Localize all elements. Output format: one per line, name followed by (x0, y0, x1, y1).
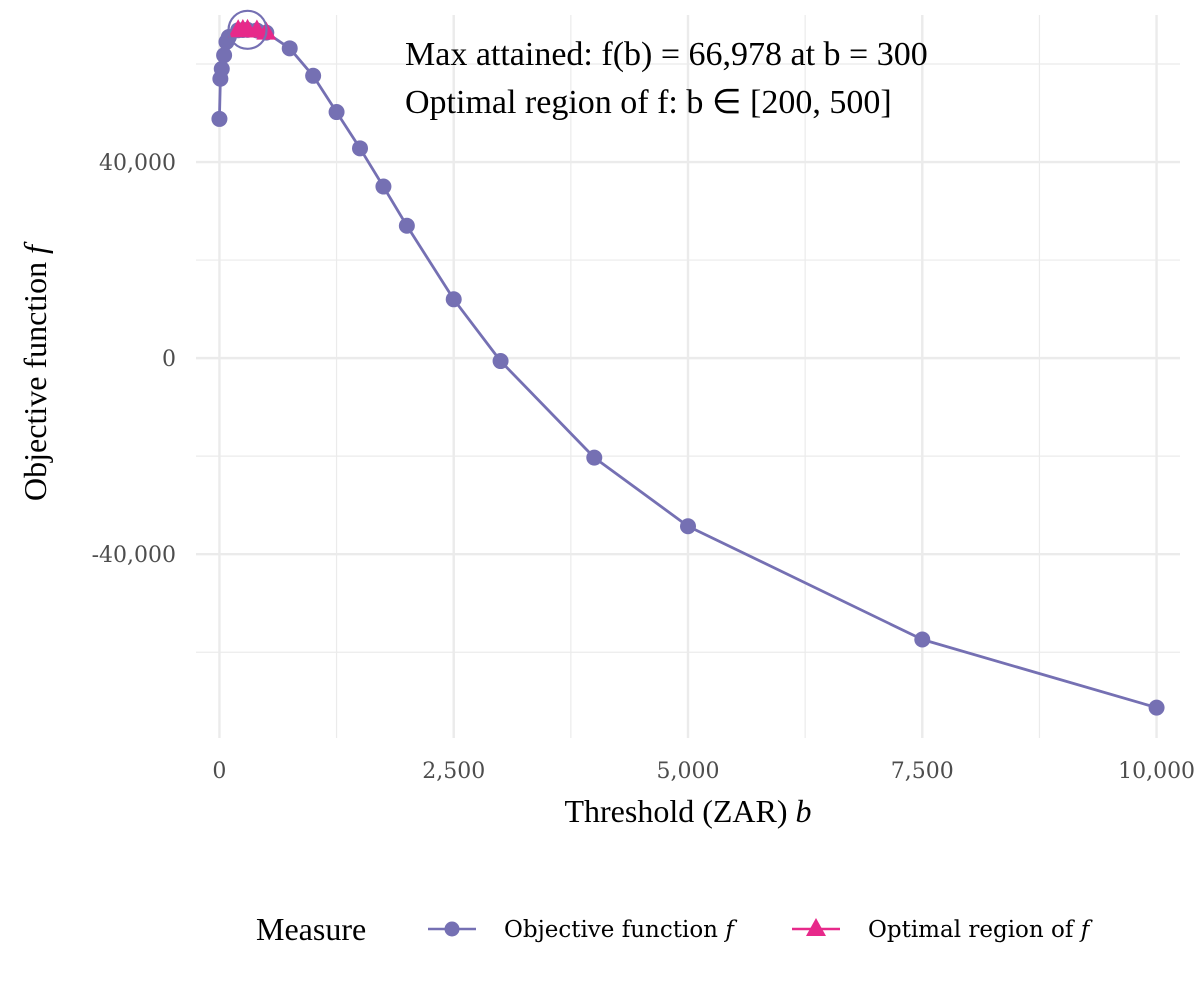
legend-key-objective-point (444, 921, 460, 937)
objective-function-point (281, 40, 298, 57)
x-tick-label: 5,000 (657, 759, 720, 784)
objective-function-point (492, 353, 509, 370)
objective-function-point (375, 178, 392, 195)
x-tick-label: 10,000 (1118, 759, 1195, 784)
legend-label-optimal: Optimal region of f (868, 917, 1093, 943)
max-highlight-circle (227, 9, 268, 50)
x-axis-title: Threshold (ZAR) b (564, 793, 811, 829)
tick-labels: 0 2,500 5,000 7,500 10,000 -40,000 0 40,000 (92, 151, 1195, 784)
y-tick-label: -40,000 (92, 543, 176, 568)
series-points (211, 9, 1165, 716)
y-axis-title: Objective function f (17, 241, 53, 501)
x-tick-label: 2,500 (422, 759, 485, 784)
objective-function-point (328, 104, 345, 121)
objective-function-point (352, 140, 368, 157)
objective-function-point (305, 67, 322, 84)
legend: Measure Objective function f Optimal reg… (256, 911, 1093, 947)
y-tick-label: 0 (162, 347, 176, 372)
annotation-max: Max attained: f(b) = 66,978 at b = 300 (405, 36, 928, 73)
x-tick-label: 0 (212, 759, 226, 784)
annotation-optimal-region: Optimal region of f: b ∈ [200, 500] (405, 84, 892, 121)
objective-function-point (586, 449, 603, 466)
grid-major (196, 15, 1180, 738)
objective-function-point (211, 110, 228, 127)
y-tick-label: 40,000 (99, 151, 176, 176)
objective-function-point (1148, 699, 1165, 716)
objective-function-point (398, 217, 415, 234)
legend-key-optimal (792, 918, 840, 936)
objective-function-point (213, 60, 230, 77)
legend-label-objective: Objective function f (504, 917, 737, 943)
legend-key-optimal-point (806, 918, 826, 936)
objective-function-point (680, 518, 696, 535)
legend-key-objective (428, 921, 476, 937)
objective-function-point (445, 291, 462, 308)
objective-function-point (216, 47, 233, 64)
objective-function-point (914, 631, 931, 648)
legend-title: Measure (256, 911, 366, 947)
x-tick-label: 7,500 (891, 759, 954, 784)
